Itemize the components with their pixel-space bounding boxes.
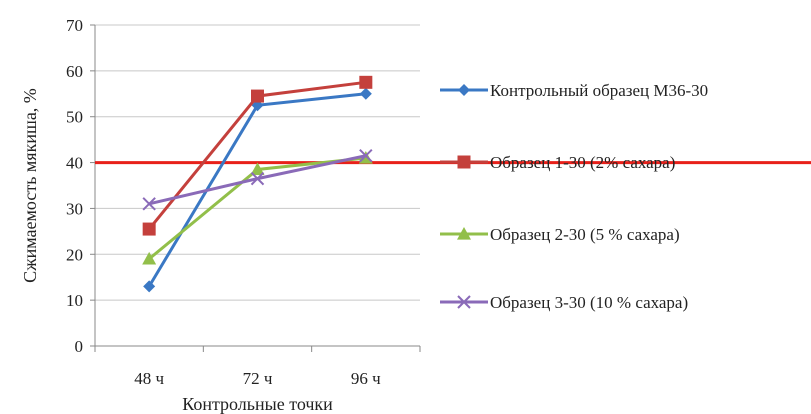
- y-tick-label: 60: [66, 62, 83, 81]
- marker-stroke: [250, 171, 265, 186]
- marker-stroke: [142, 197, 156, 211]
- x-axis-title: Контрольные точки: [182, 394, 333, 414]
- y-tick-label: 10: [66, 291, 83, 310]
- y-tick-label: 70: [66, 16, 83, 35]
- x-tick-labels: 48 ч 72 ч 96 ч: [134, 369, 381, 388]
- legend-item-3: Образец 2-30 (5 % сахара): [440, 225, 680, 244]
- legend-label: Контрольный образец М36-30: [490, 81, 708, 100]
- series-1: [143, 87, 372, 293]
- data-point: [143, 280, 156, 293]
- y-tick-label: 40: [66, 154, 83, 173]
- marker-stroke: [359, 148, 373, 163]
- data-point: [250, 171, 265, 186]
- series-2: [142, 75, 373, 236]
- y-tick-label: 30: [66, 199, 83, 218]
- legend-label: Образец 2-30 (5 % сахара): [490, 225, 680, 244]
- data-point: [359, 75, 373, 89]
- data-point: [142, 197, 156, 211]
- y-tick-labels: 0 10 20 30 40 50 60 70: [66, 16, 83, 356]
- y-tick-label: 20: [66, 245, 83, 264]
- y-axis-title: Сжимаемость мякиша, %: [20, 88, 40, 283]
- data-point: [359, 87, 372, 100]
- series-group: [142, 75, 373, 293]
- axes: [90, 24, 421, 352]
- legend-item-2: Образец 1-30 (2% сахара): [440, 153, 675, 172]
- legend-label: Образец 1-30 (2% сахара): [490, 153, 675, 172]
- legend-item-1: Контрольный образец М36-30: [440, 81, 708, 100]
- legend-label: Образец 3-30 (10 % сахара): [490, 293, 688, 312]
- series-4: [142, 148, 373, 211]
- data-point: [250, 162, 265, 176]
- legend: Контрольный образец М36-30 Образец 1-30 (…: [440, 81, 708, 312]
- data-point: [251, 89, 264, 103]
- x-tick-label: 96 ч: [351, 369, 381, 388]
- y-tick-label: 0: [75, 337, 84, 356]
- y-tick-label: 50: [66, 108, 83, 127]
- marker-stroke: [457, 295, 471, 309]
- x-tick-label: 48 ч: [134, 369, 164, 388]
- data-point: [142, 251, 157, 265]
- legend-swatch-marker: [457, 227, 471, 240]
- series-3: [142, 150, 373, 265]
- legend-swatch-marker: [457, 295, 471, 309]
- data-point: [142, 222, 156, 236]
- x-tick-label: 72 ч: [243, 369, 273, 388]
- legend-item-4: Образец 3-30 (10 % сахара): [440, 293, 688, 312]
- legend-swatch-marker: [458, 84, 470, 96]
- data-point: [359, 148, 373, 163]
- legend-swatch-marker: [457, 155, 471, 169]
